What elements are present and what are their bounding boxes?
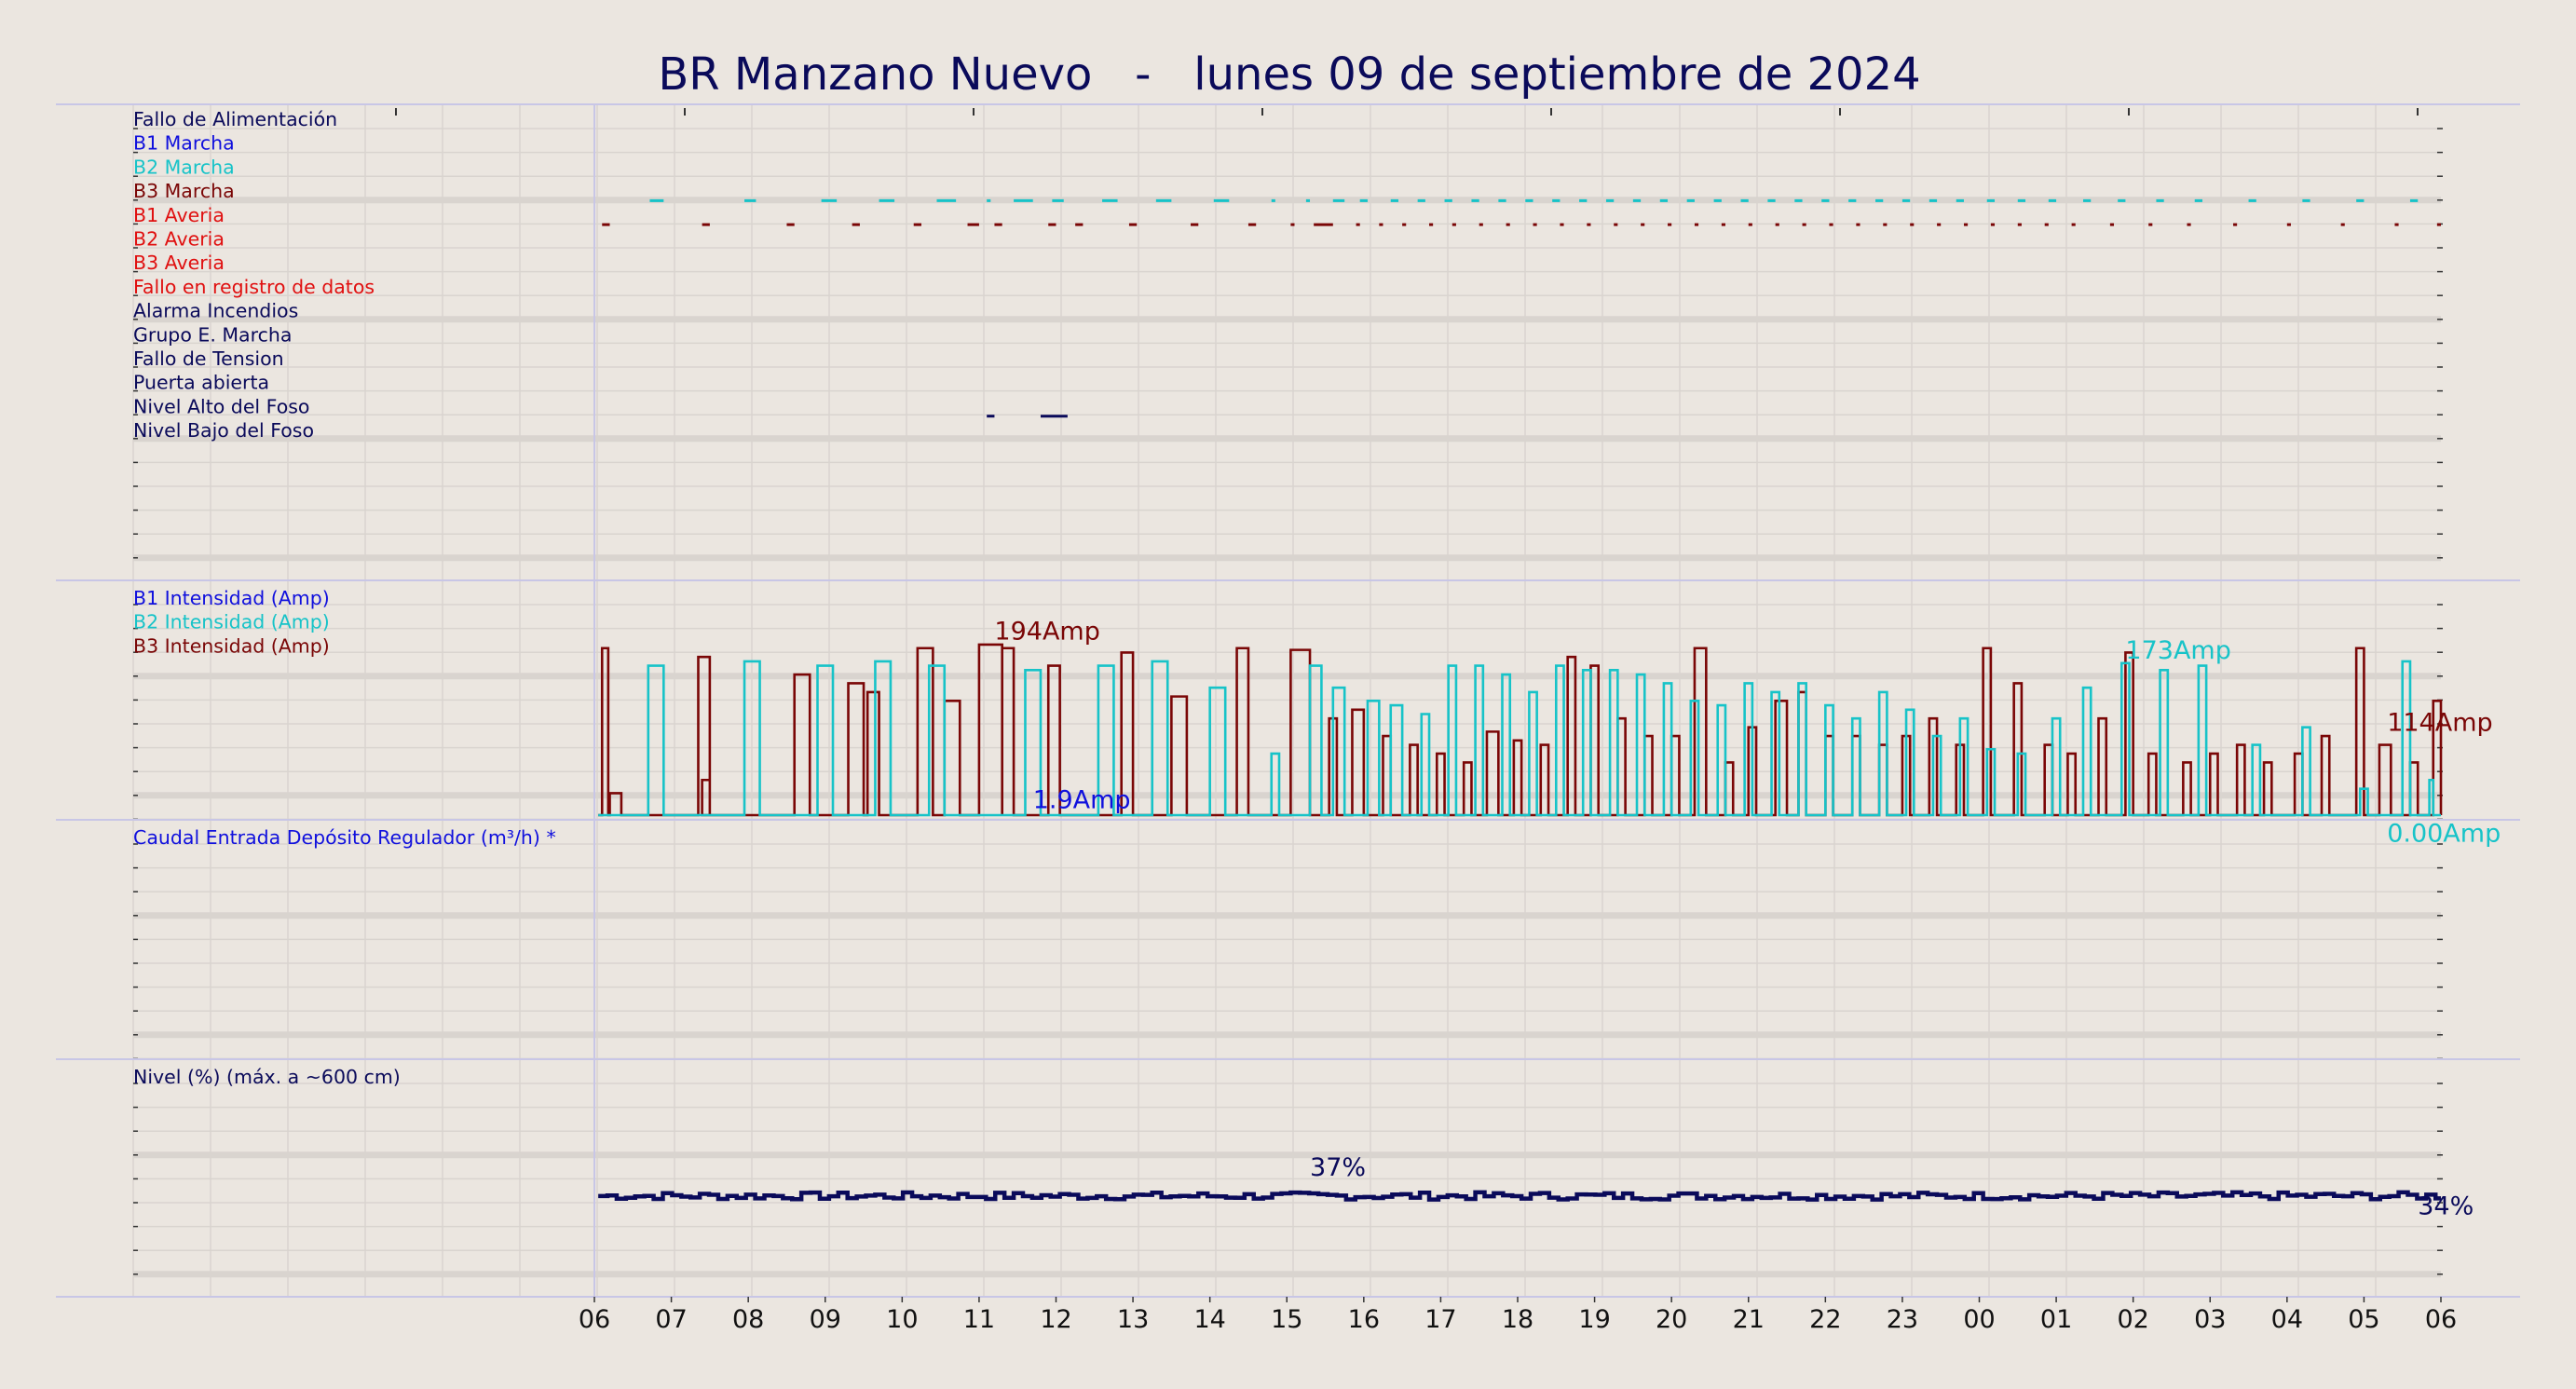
- legend-entry: Nivel (%) (máx. a ~600 cm): [133, 1066, 401, 1088]
- panel-frames: [56, 103, 2520, 1298]
- x-tick-label: 19: [1578, 1305, 1610, 1334]
- legend-entry: B1 Intensidad (Amp): [133, 587, 330, 609]
- legend-entry: B1 Marcha: [133, 132, 235, 155]
- chart-title: BR Manzano Nuevo - lunes 09 de septiembr…: [658, 48, 1920, 101]
- data-label: 37%: [1310, 1153, 1366, 1182]
- x-tick-label: 07: [655, 1305, 687, 1334]
- x-tick-label: 10: [886, 1305, 918, 1334]
- legend-entry: Nivel Bajo del Foso: [133, 419, 314, 442]
- x-tick-label: 14: [1193, 1305, 1225, 1334]
- x-tick-label: 12: [1040, 1305, 1071, 1334]
- data-label: 173Amp: [2125, 636, 2230, 665]
- x-tick-label: 02: [2117, 1305, 2148, 1334]
- x-axis: 06 07 08 09 10 11 12 13 14 15 16 17 18 19 20 21 22 23 00 01…: [579, 1297, 2457, 1334]
- x-tick-label: 20: [1656, 1305, 1687, 1334]
- data-label: 114Amp: [2387, 708, 2492, 737]
- data-label: 1.9Amp: [1033, 785, 1131, 814]
- data-label: 34%: [2418, 1192, 2474, 1220]
- legend-entry: Grupo E. Marcha: [133, 323, 292, 346]
- x-tick-label: 05: [2348, 1305, 2379, 1334]
- x-tick-label: 11: [963, 1305, 995, 1334]
- data-label: 0.00Amp: [2387, 819, 2501, 848]
- legend-entry: Fallo de Alimentación: [133, 108, 337, 130]
- legend-entry: B3 Marcha: [133, 180, 235, 202]
- legend-entry: B1 Averia: [133, 204, 225, 226]
- legend-entry: Puerta abierta: [133, 372, 269, 394]
- x-tick-label: 03: [2194, 1305, 2226, 1334]
- x-tick-label: 23: [1887, 1305, 1918, 1334]
- x-tick-label: 21: [1733, 1305, 1765, 1334]
- x-tick-label: 18: [1502, 1305, 1533, 1334]
- x-tick-label: 17: [1424, 1305, 1456, 1334]
- legend-entry: Fallo de Tension: [133, 347, 284, 370]
- legend-entry: Alarma Incendios: [133, 300, 298, 322]
- x-tick-label: 09: [810, 1305, 841, 1334]
- legend-entry: B3 Averia: [133, 252, 225, 274]
- series-nivel: [598, 1190, 2441, 1202]
- data-label: 194Amp: [994, 617, 1099, 646]
- series-b2-intensidad-amp-: [598, 660, 2441, 817]
- legend-entry: Nivel Alto del Foso: [133, 395, 309, 417]
- legend-entry: Fallo en registro de datos: [133, 276, 375, 298]
- x-tick-label: 13: [1117, 1305, 1149, 1334]
- legend-entry: B2 Marcha: [133, 156, 235, 178]
- x-tick-label: 08: [732, 1305, 764, 1334]
- x-tick-label: 15: [1271, 1305, 1302, 1334]
- x-tick-label: 16: [1348, 1305, 1380, 1334]
- x-tick-label: 00: [1963, 1305, 1995, 1334]
- legend-entry: Caudal Entrada Depósito Regulador (m³/h)…: [133, 826, 556, 849]
- x-tick-label: 01: [2040, 1305, 2072, 1334]
- x-tick-label: 06: [579, 1305, 610, 1334]
- legend-entry: B2 Intensidad (Amp): [133, 611, 330, 633]
- x-tick-label: 04: [2271, 1305, 2303, 1334]
- legend-entry: B2 Averia: [133, 228, 225, 251]
- series-layer: [598, 198, 2443, 1202]
- grid-layer: [132, 104, 2443, 1297]
- legend-entry: B3 Intensidad (Amp): [133, 634, 330, 657]
- x-tick-label: 22: [1809, 1305, 1841, 1334]
- x-tick-label: 06: [2425, 1305, 2457, 1334]
- annotation-layer: 194Amp 173Amp 114Amp 1.9Amp 0.00Amp 37% 34%: [994, 617, 2501, 1220]
